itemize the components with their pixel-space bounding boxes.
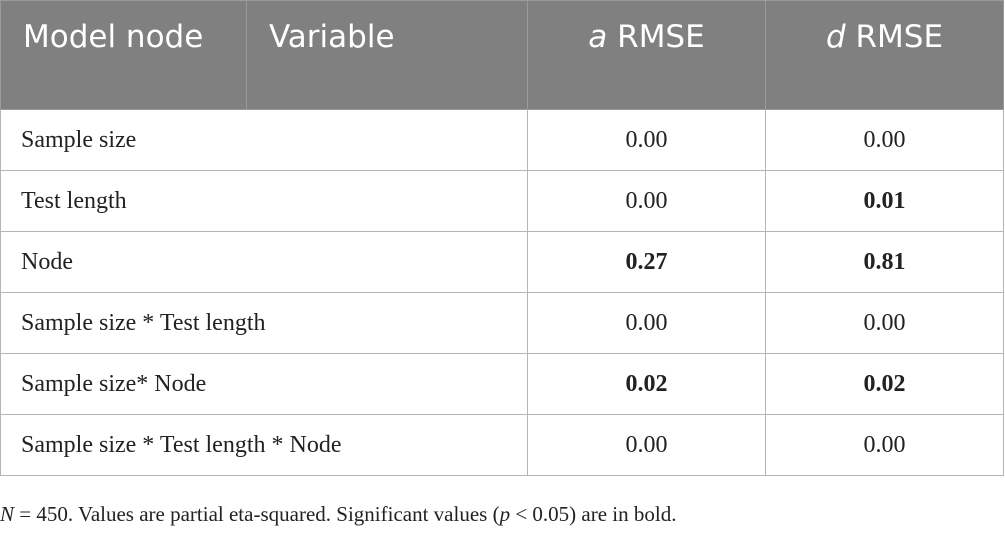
footnote-p-symbol: p	[499, 502, 511, 526]
cell-d-rmse: 0.00	[765, 292, 1004, 354]
header-a-rmse: a RMSE	[527, 0, 766, 110]
header-model-node: Model node	[0, 0, 247, 110]
footnote-n-symbol: N	[0, 502, 15, 526]
row-label: Sample size * Test length	[0, 292, 528, 354]
cell-d-rmse: 0.01	[765, 170, 1004, 232]
row-label: Node	[0, 231, 528, 293]
header-a-rmse-rest: RMSE	[607, 19, 705, 55]
table-row: Sample size 0.00 0.00	[0, 109, 1004, 171]
cell-a-rmse: 0.27	[527, 231, 766, 293]
table-row: Sample size * Test length * Node 0.00 0.…	[0, 414, 1004, 476]
cell-a-rmse: 0.00	[527, 292, 766, 354]
cell-d-rmse: 0.81	[765, 231, 1004, 293]
results-table: Model node Variable a RMSE d RMSE Sample…	[0, 0, 1004, 476]
table-row: Node 0.27 0.81	[0, 231, 1004, 293]
header-a-rmse-italic: a	[588, 19, 608, 55]
footnote-text-part1: = 450. Values are partial eta-squared. S…	[14, 502, 500, 526]
header-model-node-label: Model node	[23, 19, 204, 55]
footnote-text-part2: < 0.05) are in bold.	[510, 502, 677, 526]
table-row: Sample size * Test length 0.00 0.00	[0, 292, 1004, 354]
cell-a-rmse: 0.00	[527, 170, 766, 232]
cell-a-rmse: 0.00	[527, 109, 766, 171]
row-label: Test length	[0, 170, 528, 232]
row-label: Sample size * Test length * Node	[0, 414, 528, 476]
table-body: Sample size 0.00 0.00 Test length 0.00 0…	[0, 109, 1004, 476]
table-footnote: N = 450. Values are partial eta-squared.…	[0, 502, 1003, 527]
header-d-rmse-italic: d	[825, 19, 846, 55]
table-header: Model node Variable a RMSE d RMSE	[0, 0, 1004, 110]
header-d-rmse: d RMSE	[765, 0, 1004, 110]
cell-d-rmse: 0.00	[765, 109, 1004, 171]
row-label: Sample size	[0, 109, 528, 171]
cell-d-rmse: 0.02	[765, 353, 1004, 415]
header-variable: Variable	[246, 0, 528, 110]
cell-d-rmse: 0.00	[765, 414, 1004, 476]
header-variable-label: Variable	[269, 19, 395, 55]
table-row: Test length 0.00 0.01	[0, 170, 1004, 232]
header-row: Model node Variable a RMSE d RMSE	[0, 0, 1004, 110]
cell-a-rmse: 0.00	[527, 414, 766, 476]
table-row: Sample size* Node 0.02 0.02	[0, 353, 1004, 415]
results-table-container: Model node Variable a RMSE d RMSE Sample…	[0, 0, 1004, 476]
cell-a-rmse: 0.02	[527, 353, 766, 415]
header-d-rmse-rest: RMSE	[845, 19, 944, 55]
row-label: Sample size* Node	[0, 353, 528, 415]
